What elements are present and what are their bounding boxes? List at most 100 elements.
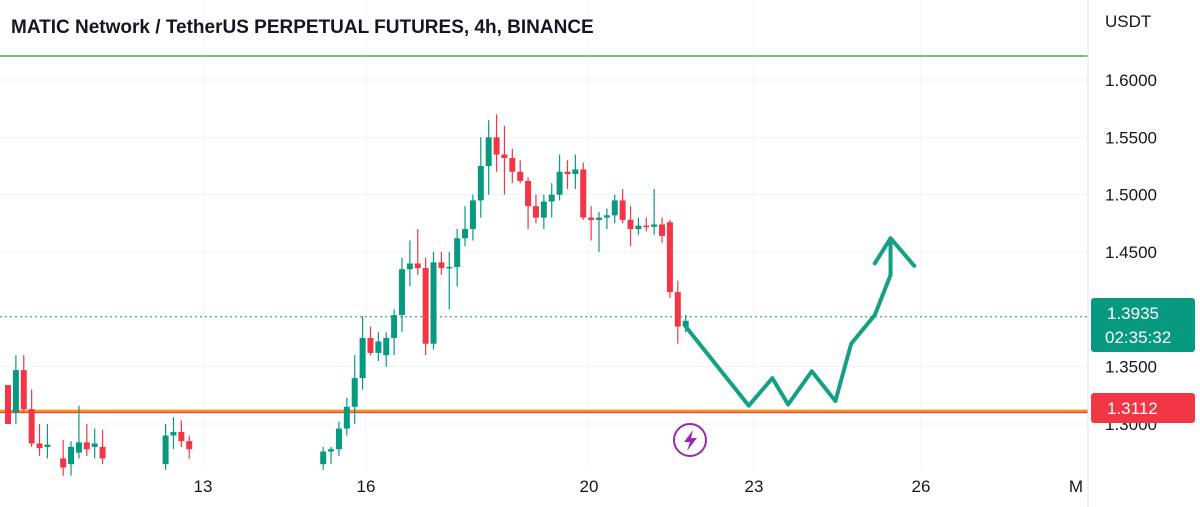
price-axis[interactable]: USDT 1.60001.55001.50001.45001.35001.300… (1087, 0, 1157, 507)
candle (320, 446, 327, 470)
candle (446, 252, 453, 310)
candle (611, 194, 618, 224)
candle-body (28, 409, 35, 444)
candle-body (469, 200, 476, 230)
y-tick-label: 1.4500 (1105, 243, 1157, 262)
candle (391, 309, 398, 356)
candle-body (477, 166, 484, 201)
candle-body (99, 446, 106, 459)
candle (414, 229, 421, 275)
candle-body (556, 171, 563, 195)
candle (477, 137, 484, 218)
y-tick-label: 1.5000 (1105, 186, 1157, 205)
candle (588, 206, 595, 241)
horizontal-levels[interactable] (0, 55, 1088, 414)
projection-path[interactable] (683, 236, 917, 408)
candle (580, 162, 587, 220)
y-tick-label: 1.3500 (1105, 358, 1157, 377)
candle-body (162, 435, 169, 465)
candle (627, 206, 634, 247)
candle-body (572, 169, 579, 175)
candle (454, 229, 461, 287)
candle (493, 114, 500, 172)
candle-body (430, 262, 437, 344)
candle-body (682, 320, 689, 327)
candle (596, 211, 602, 252)
candle-body (438, 262, 445, 269)
candle (674, 280, 681, 344)
x-tick-label: 13 (194, 477, 213, 496)
candle-body (485, 137, 492, 166)
candle-body (564, 171, 571, 175)
candle (186, 435, 193, 459)
candle-body (91, 443, 98, 447)
candle-body (83, 442, 90, 450)
candle (375, 332, 382, 361)
candle (335, 421, 342, 457)
candle (5, 385, 11, 424)
candle (406, 240, 413, 287)
candle-body (659, 224, 666, 236)
candle-body (351, 378, 358, 407)
candle-body (186, 441, 193, 450)
candle (44, 424, 51, 459)
candle-body (60, 458, 67, 468)
candle (659, 217, 666, 243)
candle-body (596, 217, 602, 220)
candle-body (588, 217, 595, 220)
y-tick-label: 1.5500 (1105, 128, 1157, 147)
candle (556, 154, 563, 201)
candle (651, 188, 658, 235)
candle (548, 183, 555, 218)
candle (91, 428, 98, 459)
candle (438, 252, 445, 275)
candle (12, 355, 19, 424)
candle (68, 441, 75, 476)
candle (328, 446, 335, 465)
candle (60, 440, 67, 476)
candle (509, 148, 516, 184)
candle-body (517, 171, 524, 181)
candle (572, 154, 579, 189)
candle (28, 389, 35, 447)
candle-body (343, 406, 350, 429)
candle (540, 194, 547, 230)
candle-body (651, 224, 658, 227)
candle-body (5, 385, 11, 424)
candle (635, 217, 642, 235)
projection-line[interactable] (683, 236, 917, 408)
candle (501, 125, 508, 195)
candle-body (627, 219, 634, 230)
candle-body (328, 449, 335, 452)
candle-body (406, 263, 413, 270)
candle-body (580, 169, 587, 218)
candle-body (170, 432, 177, 436)
candle-body (367, 338, 374, 353)
candle-body (501, 154, 508, 158)
candle (564, 160, 571, 189)
time-axis[interactable]: 13 16 20 23 26 M (194, 477, 1084, 496)
candle (603, 208, 610, 230)
candle-body (20, 370, 27, 410)
x-tick-label: 16 (357, 477, 376, 496)
flash-icon[interactable] (673, 423, 707, 457)
candle (666, 219, 673, 298)
level-price-badge: 1.3112 (1091, 393, 1195, 423)
candle-body (540, 201, 547, 218)
candle (383, 332, 390, 367)
candle (422, 257, 429, 356)
candle-body (674, 292, 681, 327)
candle-body (68, 446, 75, 465)
candle-body (619, 200, 626, 220)
candle-body (548, 194, 555, 202)
x-tick-label: M (1069, 477, 1083, 496)
candle-body (75, 442, 82, 453)
candle-body (422, 268, 429, 344)
candle-body (399, 269, 405, 316)
candle (359, 316, 366, 390)
candle-body (666, 222, 673, 293)
current-price-value: 1.3935 (1107, 304, 1159, 323)
candle (619, 188, 626, 224)
candle (532, 194, 539, 224)
